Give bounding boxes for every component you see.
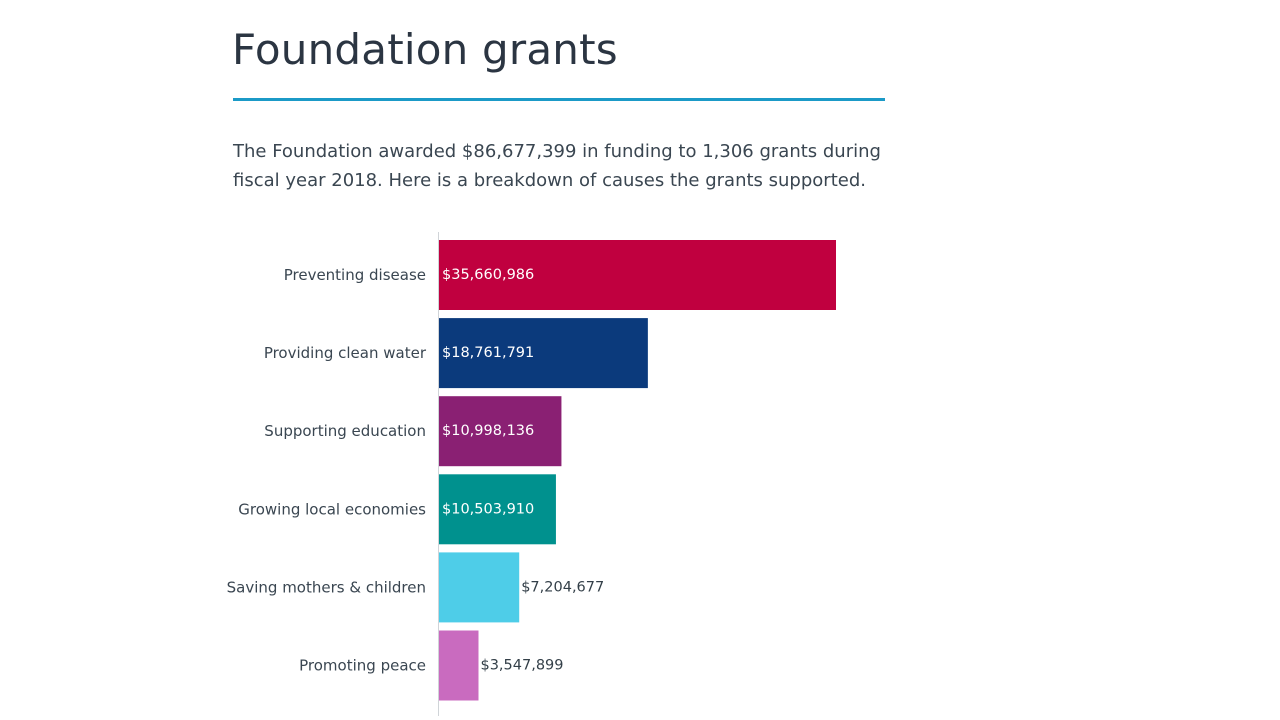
category-label: Promoting peace [299,657,426,675]
value-label: $18,761,791 [442,345,534,361]
title-underline [233,98,885,101]
intro-paragraph: The Foundation awarded $86,677,399 in fu… [233,141,881,191]
value-label: $7,204,677 [521,579,604,595]
category-label: Growing local economies [238,500,426,518]
category-label: Supporting education [264,422,426,440]
bar-4 [439,552,520,623]
category-label: Preventing disease [284,266,426,284]
category-label: Saving mothers & children [227,578,426,596]
value-label: $35,660,986 [442,267,534,283]
page-title: Foundation grants [232,25,618,74]
bar-0 [439,240,836,310]
value-label: $10,998,136 [442,423,534,439]
bar-1 [439,318,648,389]
category-label: Providing clean water [264,344,427,362]
bar-5 [439,630,479,701]
bar-3 [439,474,556,545]
bars-group: Preventing disease $35,660,986 Providing c… [227,240,836,701]
value-label: $10,503,910 [442,501,534,517]
value-label: $3,547,899 [480,658,563,674]
bar-2 [439,396,562,467]
